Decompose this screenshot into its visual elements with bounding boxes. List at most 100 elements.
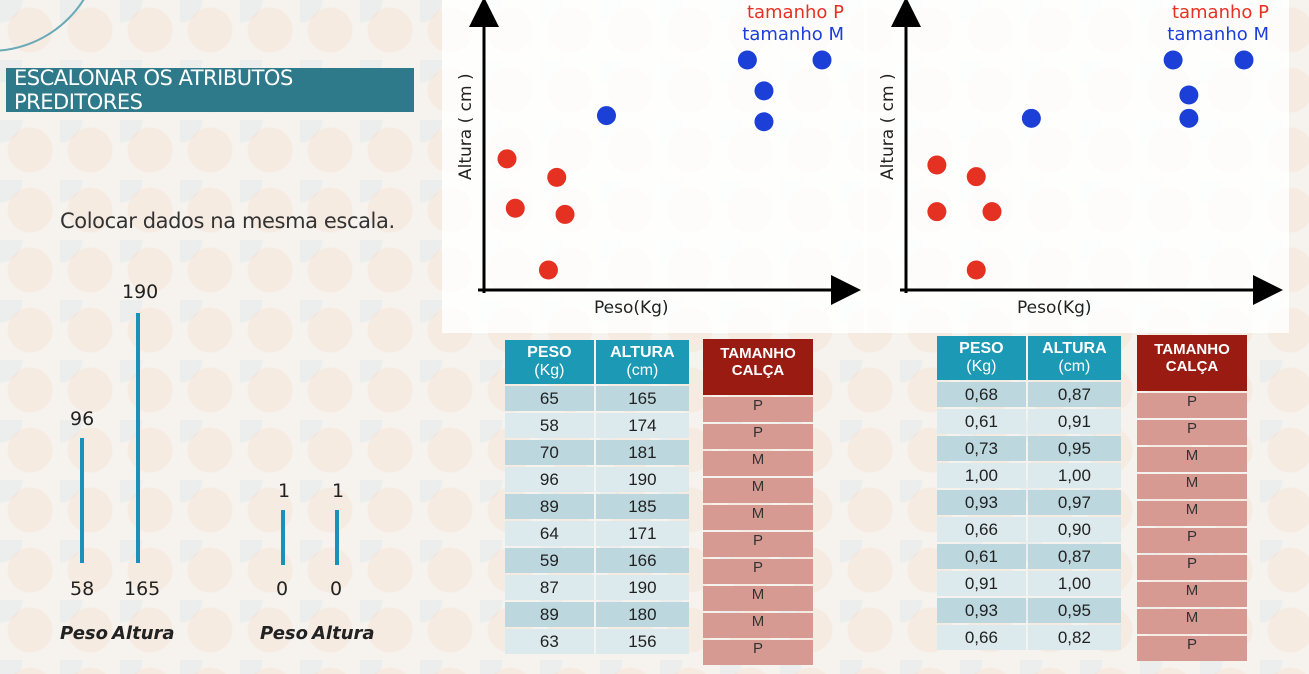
col-header-peso: PESO (Kg) bbox=[937, 336, 1026, 380]
altura-norm-axis-label: Altura bbox=[312, 623, 375, 644]
cell-altura: 0,95 bbox=[1027, 436, 1121, 461]
table-row: 0,66 0,82 bbox=[937, 625, 1121, 650]
cell-peso: 0,73 bbox=[937, 436, 1026, 461]
table-row: P bbox=[1137, 555, 1247, 580]
cell-altura: 0,95 bbox=[1027, 598, 1121, 623]
cell-altura: 190 bbox=[595, 467, 689, 492]
table-row: 59 166 bbox=[505, 548, 689, 573]
point-tamanho-p bbox=[927, 155, 947, 175]
altura-axis-label: Altura bbox=[112, 623, 175, 644]
altura-norm-min-label: 0 bbox=[330, 578, 343, 600]
altura-bar bbox=[136, 313, 140, 563]
legend-p: tamanho P bbox=[746, 2, 844, 23]
table-row: P bbox=[703, 397, 813, 422]
table-row: 70 181 bbox=[505, 440, 689, 465]
col-header-tamanho: TAMANHO CALÇA bbox=[1137, 335, 1247, 391]
table-row: P bbox=[1137, 393, 1247, 418]
point-tamanho-m bbox=[1179, 108, 1199, 128]
legend: tamanho P tamanho M bbox=[1167, 2, 1269, 46]
scatter-plot-original: tamanho P tamanho M Altura ( cm ) Peso(K… bbox=[442, 0, 867, 333]
cell-tamanho: P bbox=[703, 397, 813, 422]
table-row: 0,61 0,87 bbox=[937, 544, 1121, 569]
cell-peso: 0,91 bbox=[937, 571, 1026, 596]
cell-tamanho: P bbox=[1137, 555, 1247, 580]
cell-altura: 180 bbox=[595, 602, 689, 627]
cell-peso: 1,00 bbox=[937, 463, 1026, 488]
table-row: 0,93 0,97 bbox=[937, 490, 1121, 515]
peso-norm-axis-label: Peso bbox=[260, 623, 308, 644]
table-row: P bbox=[1137, 636, 1247, 661]
altura-norm-bar bbox=[335, 510, 339, 565]
point-tamanho-p bbox=[555, 204, 575, 224]
table-row: M bbox=[703, 505, 813, 530]
cell-peso: 0,66 bbox=[937, 517, 1026, 542]
point-tamanho-p bbox=[497, 149, 517, 169]
table-row: 64 171 bbox=[505, 521, 689, 546]
cell-peso: 0,68 bbox=[937, 382, 1026, 407]
table-row: 0,93 0,95 bbox=[937, 598, 1121, 623]
table-row: M bbox=[1137, 582, 1247, 607]
point-tamanho-m bbox=[754, 112, 774, 132]
table-row: 0,66 0,90 bbox=[937, 517, 1121, 542]
cell-tamanho: M bbox=[1137, 609, 1247, 634]
table-row: M bbox=[1137, 447, 1247, 472]
cell-peso: 0,93 bbox=[937, 598, 1026, 623]
point-tamanho-p bbox=[927, 202, 947, 222]
cell-peso: 63 bbox=[505, 629, 594, 654]
page-title: ESCALONAR OS ATRIBUTOS PREDITORES bbox=[14, 66, 293, 114]
table-row: 0,73 0,95 bbox=[937, 436, 1121, 461]
cell-altura: 166 bbox=[595, 548, 689, 573]
legend-p: tamanho P bbox=[1171, 2, 1269, 23]
scatter-plot-normalized-svg bbox=[891, 0, 1283, 305]
altura-norm-max-label: 1 bbox=[332, 480, 345, 502]
peso-bar bbox=[80, 438, 84, 563]
cell-tamanho: M bbox=[1137, 474, 1247, 499]
peso-norm-min-label: 0 bbox=[276, 578, 289, 600]
cell-peso: 0,61 bbox=[937, 409, 1026, 434]
cell-peso: 0,61 bbox=[937, 544, 1026, 569]
col-header-altura: ALTURA (cm) bbox=[1027, 336, 1121, 380]
cell-altura: 0,87 bbox=[1027, 382, 1121, 407]
data-table-original: PESO (Kg) ALTURA (cm) 65 165 58 174 70 181 96 190… bbox=[503, 338, 691, 656]
cell-peso: 64 bbox=[505, 521, 594, 546]
cell-altura: 185 bbox=[595, 494, 689, 519]
col-header-peso: PESO (Kg) bbox=[505, 340, 594, 384]
table-row: P bbox=[703, 640, 813, 665]
cell-tamanho: M bbox=[703, 505, 813, 530]
cell-peso: 65 bbox=[505, 386, 594, 411]
cell-tamanho: M bbox=[703, 478, 813, 503]
scatter-plot-original-svg bbox=[469, 0, 861, 305]
cell-peso: 96 bbox=[505, 467, 594, 492]
col-header-altura: ALTURA (cm) bbox=[595, 340, 689, 384]
table-row: M bbox=[703, 451, 813, 476]
cell-peso: 58 bbox=[505, 413, 594, 438]
cell-altura: 181 bbox=[595, 440, 689, 465]
table-row: 63 156 bbox=[505, 629, 689, 654]
table-row: P bbox=[1137, 420, 1247, 445]
altura-min-label: 165 bbox=[124, 578, 161, 600]
cell-altura: 1,00 bbox=[1027, 463, 1121, 488]
cell-peso: 0,93 bbox=[937, 490, 1026, 515]
table-row: M bbox=[703, 613, 813, 638]
cell-tamanho: M bbox=[703, 586, 813, 611]
point-tamanho-p bbox=[966, 167, 986, 187]
table-row: 0,61 0,91 bbox=[937, 409, 1121, 434]
cell-altura: 0,97 bbox=[1027, 490, 1121, 515]
x-axis-label: Peso(Kg) bbox=[1017, 298, 1092, 318]
cell-altura: 0,82 bbox=[1027, 625, 1121, 650]
cell-altura: 0,91 bbox=[1027, 409, 1121, 434]
table-row: M bbox=[703, 586, 813, 611]
altura-max-label: 190 bbox=[122, 281, 159, 303]
peso-norm-bar bbox=[281, 510, 285, 565]
table-row: M bbox=[703, 478, 813, 503]
table-row: 96 190 bbox=[505, 467, 689, 492]
col-header-tamanho: TAMANHO CALÇA bbox=[703, 339, 813, 395]
scatter-plot-normalized: tamanho P tamanho M Altura ( cm ) Peso(K… bbox=[864, 0, 1289, 333]
table-row: M bbox=[1137, 501, 1247, 526]
data-table-normalized: PESO (Kg) ALTURA (cm) 0,68 0,87 0,61 0,91 0,73… bbox=[935, 334, 1123, 652]
cell-peso: 89 bbox=[505, 494, 594, 519]
cell-altura: 171 bbox=[595, 521, 689, 546]
cell-tamanho: P bbox=[703, 559, 813, 584]
table-row: 89 180 bbox=[505, 602, 689, 627]
